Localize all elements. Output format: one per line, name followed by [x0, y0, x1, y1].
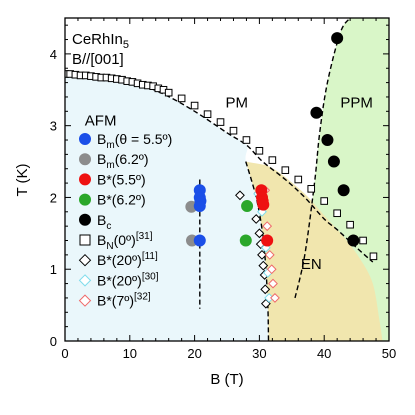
- x-axis-title: B (T): [210, 371, 243, 388]
- region-en: [245, 161, 383, 341]
- data-point: [347, 234, 360, 247]
- y-tick-label: 1: [50, 262, 57, 277]
- data-point: [261, 234, 274, 247]
- x-tick-label: 30: [252, 346, 266, 361]
- y-tick-label: 0: [50, 334, 57, 349]
- legend-label: Bm(6.2º): [97, 151, 149, 171]
- data-point: [164, 88, 173, 97]
- legend-label: B*(5.5º): [97, 171, 146, 187]
- data-point: [242, 136, 251, 144]
- data-point: [307, 185, 316, 193]
- legend-label: Bm(θ = 5.5º): [97, 131, 172, 151]
- data-point: [216, 118, 225, 126]
- data-point: [268, 278, 278, 289]
- legend: Bm(θ = 5.5º)Bm(6.2º)B*(5.5º) B*(6.2º) BcBN…: [78, 131, 172, 309]
- data-point: [270, 293, 280, 303]
- region-labels: AFM PM PPM EN: [85, 95, 373, 274]
- x-tick-label: 20: [187, 346, 201, 361]
- data-point: [346, 220, 354, 229]
- data-point: [241, 200, 254, 213]
- y-axis-title: T (K): [14, 163, 31, 196]
- legend-marker: [78, 253, 92, 267]
- data-point: [266, 264, 277, 275]
- region-afm: [65, 71, 269, 341]
- data-point: [193, 234, 206, 247]
- data-point: [193, 200, 206, 213]
- data-point: [235, 190, 245, 201]
- sample-name-subscript: 5: [123, 39, 129, 51]
- data-point: [190, 101, 199, 110]
- data-point: [203, 110, 212, 118]
- x-tick-label: 40: [317, 346, 331, 361]
- axis-ticks: 0 10 20 30 40 50 0 1 2 3 4: [50, 18, 396, 361]
- data-point: [229, 126, 238, 135]
- x-tick-label: 0: [61, 346, 68, 361]
- data-point: [310, 106, 323, 119]
- region-label-ppm: PPM: [340, 95, 373, 112]
- legend-marker: [79, 213, 91, 226]
- data-point: [257, 198, 270, 211]
- data-point: [264, 249, 275, 260]
- boundary-line: [294, 18, 351, 299]
- legend-marker: [78, 274, 92, 287]
- data-point: [331, 32, 344, 45]
- x-tick-label: 10: [123, 346, 137, 361]
- field-direction: B//[001]: [72, 51, 124, 68]
- phase-regions: [65, 18, 389, 341]
- y-tick-label: 2: [50, 190, 57, 205]
- legend-marker: [79, 153, 91, 166]
- legend-label: BN(0º)[31]: [97, 231, 153, 252]
- legend-label: B*(20º)[11]: [97, 251, 158, 268]
- data-point: [239, 234, 252, 247]
- legend-label: B*(20º)[30]: [97, 271, 159, 288]
- data-point: [333, 209, 341, 218]
- legend-marker: [79, 193, 91, 206]
- data-point: [255, 146, 264, 155]
- region-label-pm: PM: [225, 95, 248, 112]
- data-points: [65, 32, 378, 309]
- data-point: [262, 221, 273, 232]
- legend-marker: [79, 133, 91, 145]
- data-point: [281, 166, 290, 174]
- data-point: [369, 252, 378, 261]
- plot-frame: [64, 17, 390, 342]
- data-point: [268, 156, 277, 164]
- y-tick-label: 3: [50, 119, 57, 134]
- region-label-afm: AFM: [85, 113, 117, 130]
- legend-marker: [79, 173, 91, 186]
- y-tick-label: 4: [50, 47, 57, 62]
- data-point: [177, 94, 186, 103]
- sample-name: CeRhIn5: [72, 31, 129, 51]
- data-point: [321, 134, 334, 147]
- data-point: [260, 284, 271, 295]
- data-point: [251, 214, 262, 224]
- region-label-en: EN: [301, 256, 322, 273]
- data-point: [294, 175, 303, 184]
- legend-label: B*(6.2º): [97, 192, 146, 208]
- data-point: [257, 249, 267, 260]
- data-point: [359, 236, 367, 245]
- legend-label: B*(7º)[32]: [97, 292, 151, 309]
- data-point: [258, 260, 269, 271]
- data-point: [320, 197, 328, 205]
- data-point: [337, 184, 350, 197]
- legend-label: Bc: [97, 212, 111, 232]
- data-point: [327, 155, 340, 168]
- data-point: [254, 228, 265, 239]
- legend-marker: [78, 294, 92, 307]
- x-tick-label: 50: [382, 346, 396, 361]
- legend-marker: [79, 234, 91, 246]
